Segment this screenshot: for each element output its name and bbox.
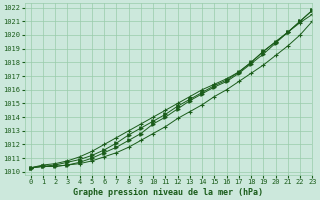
X-axis label: Graphe pression niveau de la mer (hPa): Graphe pression niveau de la mer (hPa): [74, 188, 263, 197]
